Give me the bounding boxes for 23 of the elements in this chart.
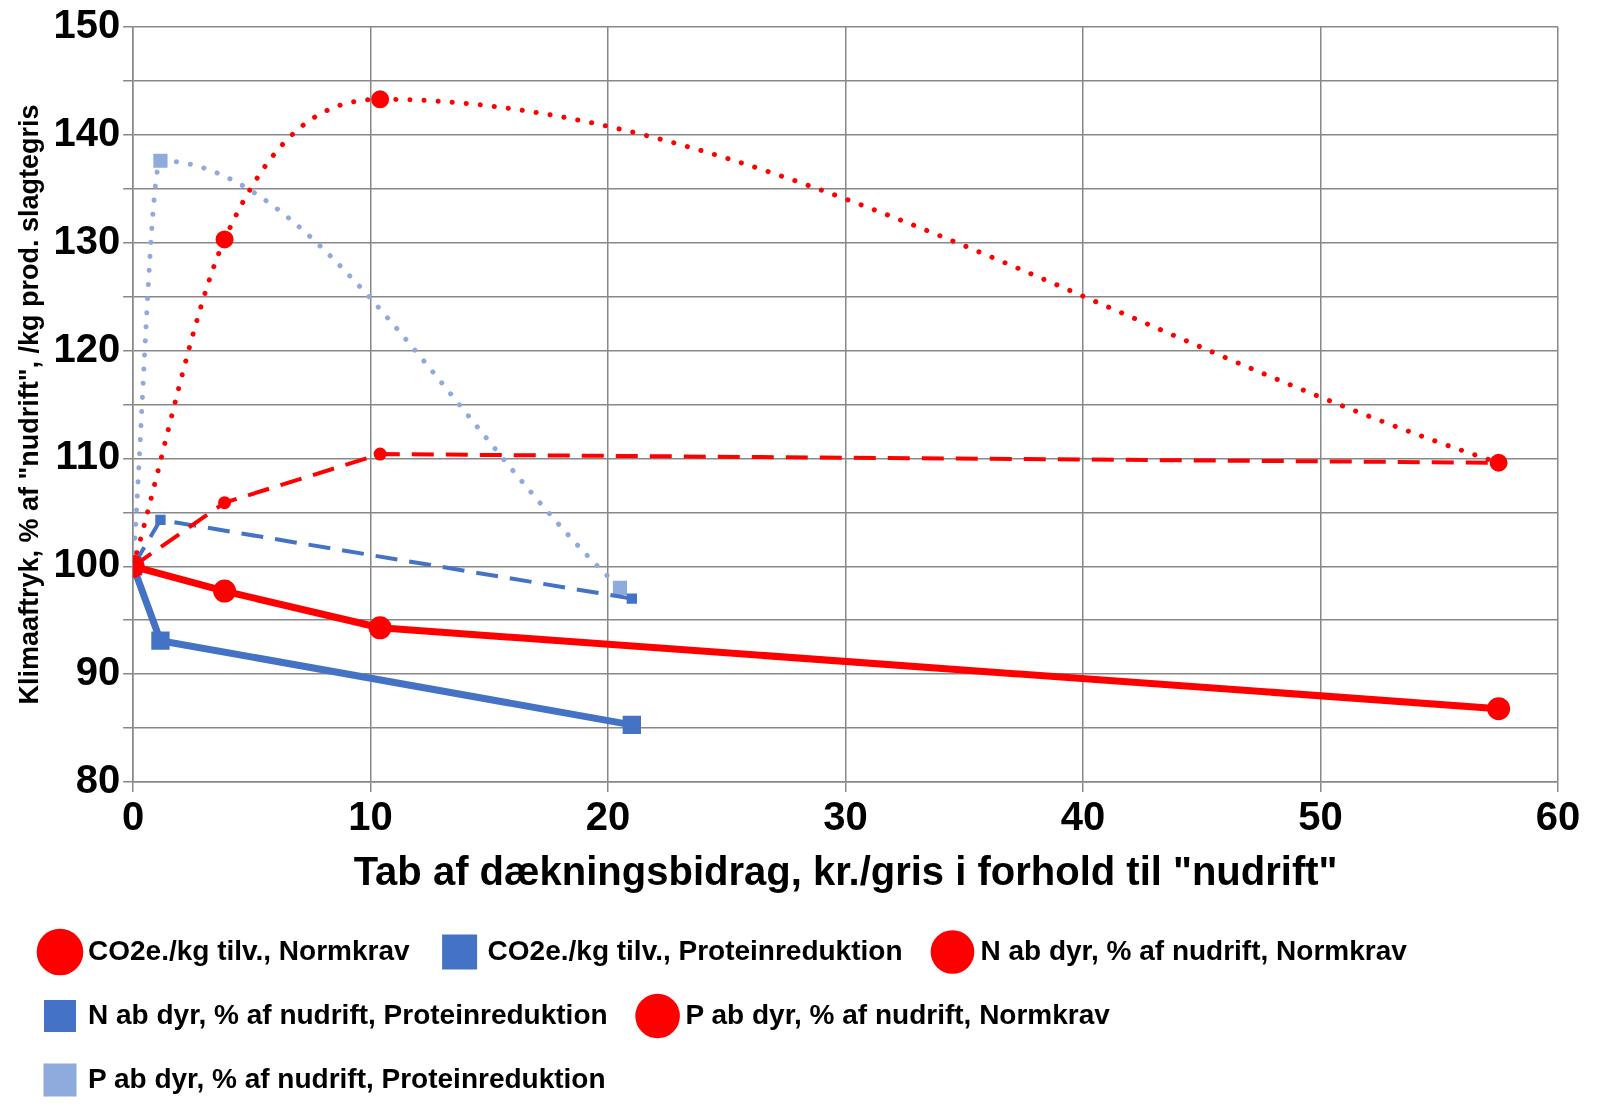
legend-label: P ab dyr, % af nudrift, Normkrav [685, 998, 1111, 1030]
legend-label: N ab dyr, % af nudrift, Proteinreduktion [88, 998, 608, 1030]
x-tick-label: 50 [1298, 794, 1343, 839]
legend-label: CO2e./kg tilv., Proteinreduktion [487, 934, 903, 966]
x-tick-label: 40 [1060, 794, 1106, 839]
legend-label: CO2e./kg tilv., Normkrav [88, 934, 411, 966]
y-tick-label: 100 [53, 541, 121, 586]
x-tick-label: 20 [585, 794, 631, 839]
y-tick-label: 150 [53, 2, 121, 47]
y-tick-label: 80 [75, 757, 121, 802]
x-tick-label: 10 [348, 794, 393, 839]
x-axis-title: Tab af dækningsbidrag, kr./gris i forhold til "nudrift" [353, 849, 1338, 894]
x-tick-label: 0 [122, 794, 145, 839]
legend-label: N ab dyr, % af nudrift, Normkrav [980, 934, 1408, 966]
x-tick-label: 30 [823, 794, 868, 839]
y-tick-label: 140 [53, 109, 121, 154]
x-tick-label: 60 [1535, 794, 1581, 839]
y-axis-title: Klimaaftryk, % af "nudrift", /kg prod. slagtegris [13, 104, 44, 705]
y-tick-label: 110 [55, 433, 121, 478]
y-tick-label: 120 [53, 325, 121, 370]
legend-label: P ab dyr, % af nudrift, Proteinreduktion [88, 1062, 606, 1094]
y-tick-label: 130 [53, 217, 121, 262]
y-tick-label: 90 [75, 649, 121, 694]
